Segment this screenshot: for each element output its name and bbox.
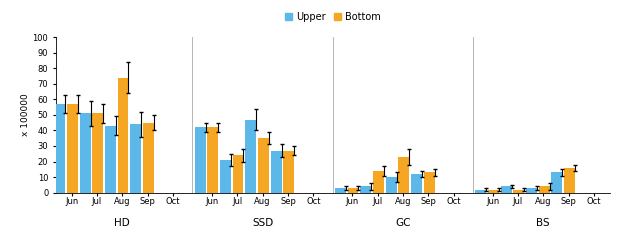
Text: SSD: SSD: [252, 218, 273, 227]
Bar: [475, 189, 486, 193]
Bar: [398, 157, 409, 193]
Text: GC: GC: [395, 218, 411, 227]
Bar: [283, 151, 294, 193]
Bar: [348, 188, 358, 193]
Bar: [411, 174, 422, 193]
Text: BS: BS: [536, 218, 550, 227]
Bar: [424, 172, 435, 193]
Bar: [386, 177, 397, 193]
Bar: [258, 138, 269, 193]
Bar: [143, 123, 154, 193]
Legend: Upper, Bottom: Upper, Bottom: [281, 8, 385, 25]
Bar: [118, 78, 129, 193]
Bar: [564, 168, 575, 193]
Bar: [92, 113, 103, 193]
Bar: [105, 126, 116, 193]
Bar: [220, 160, 231, 193]
Bar: [526, 188, 537, 193]
Bar: [552, 172, 562, 193]
Bar: [513, 189, 524, 193]
Bar: [373, 171, 384, 193]
Bar: [67, 104, 78, 193]
Bar: [80, 113, 91, 193]
Bar: [233, 155, 243, 193]
Bar: [271, 151, 282, 193]
Y-axis label: x 100000: x 100000: [21, 93, 30, 136]
Bar: [246, 120, 256, 193]
Bar: [501, 186, 512, 193]
Text: HD: HD: [114, 218, 130, 227]
Bar: [131, 124, 141, 193]
Bar: [335, 188, 346, 193]
Bar: [207, 127, 218, 193]
Bar: [361, 186, 371, 193]
Bar: [54, 104, 65, 193]
Bar: [539, 186, 549, 193]
Bar: [488, 189, 499, 193]
Bar: [195, 127, 206, 193]
